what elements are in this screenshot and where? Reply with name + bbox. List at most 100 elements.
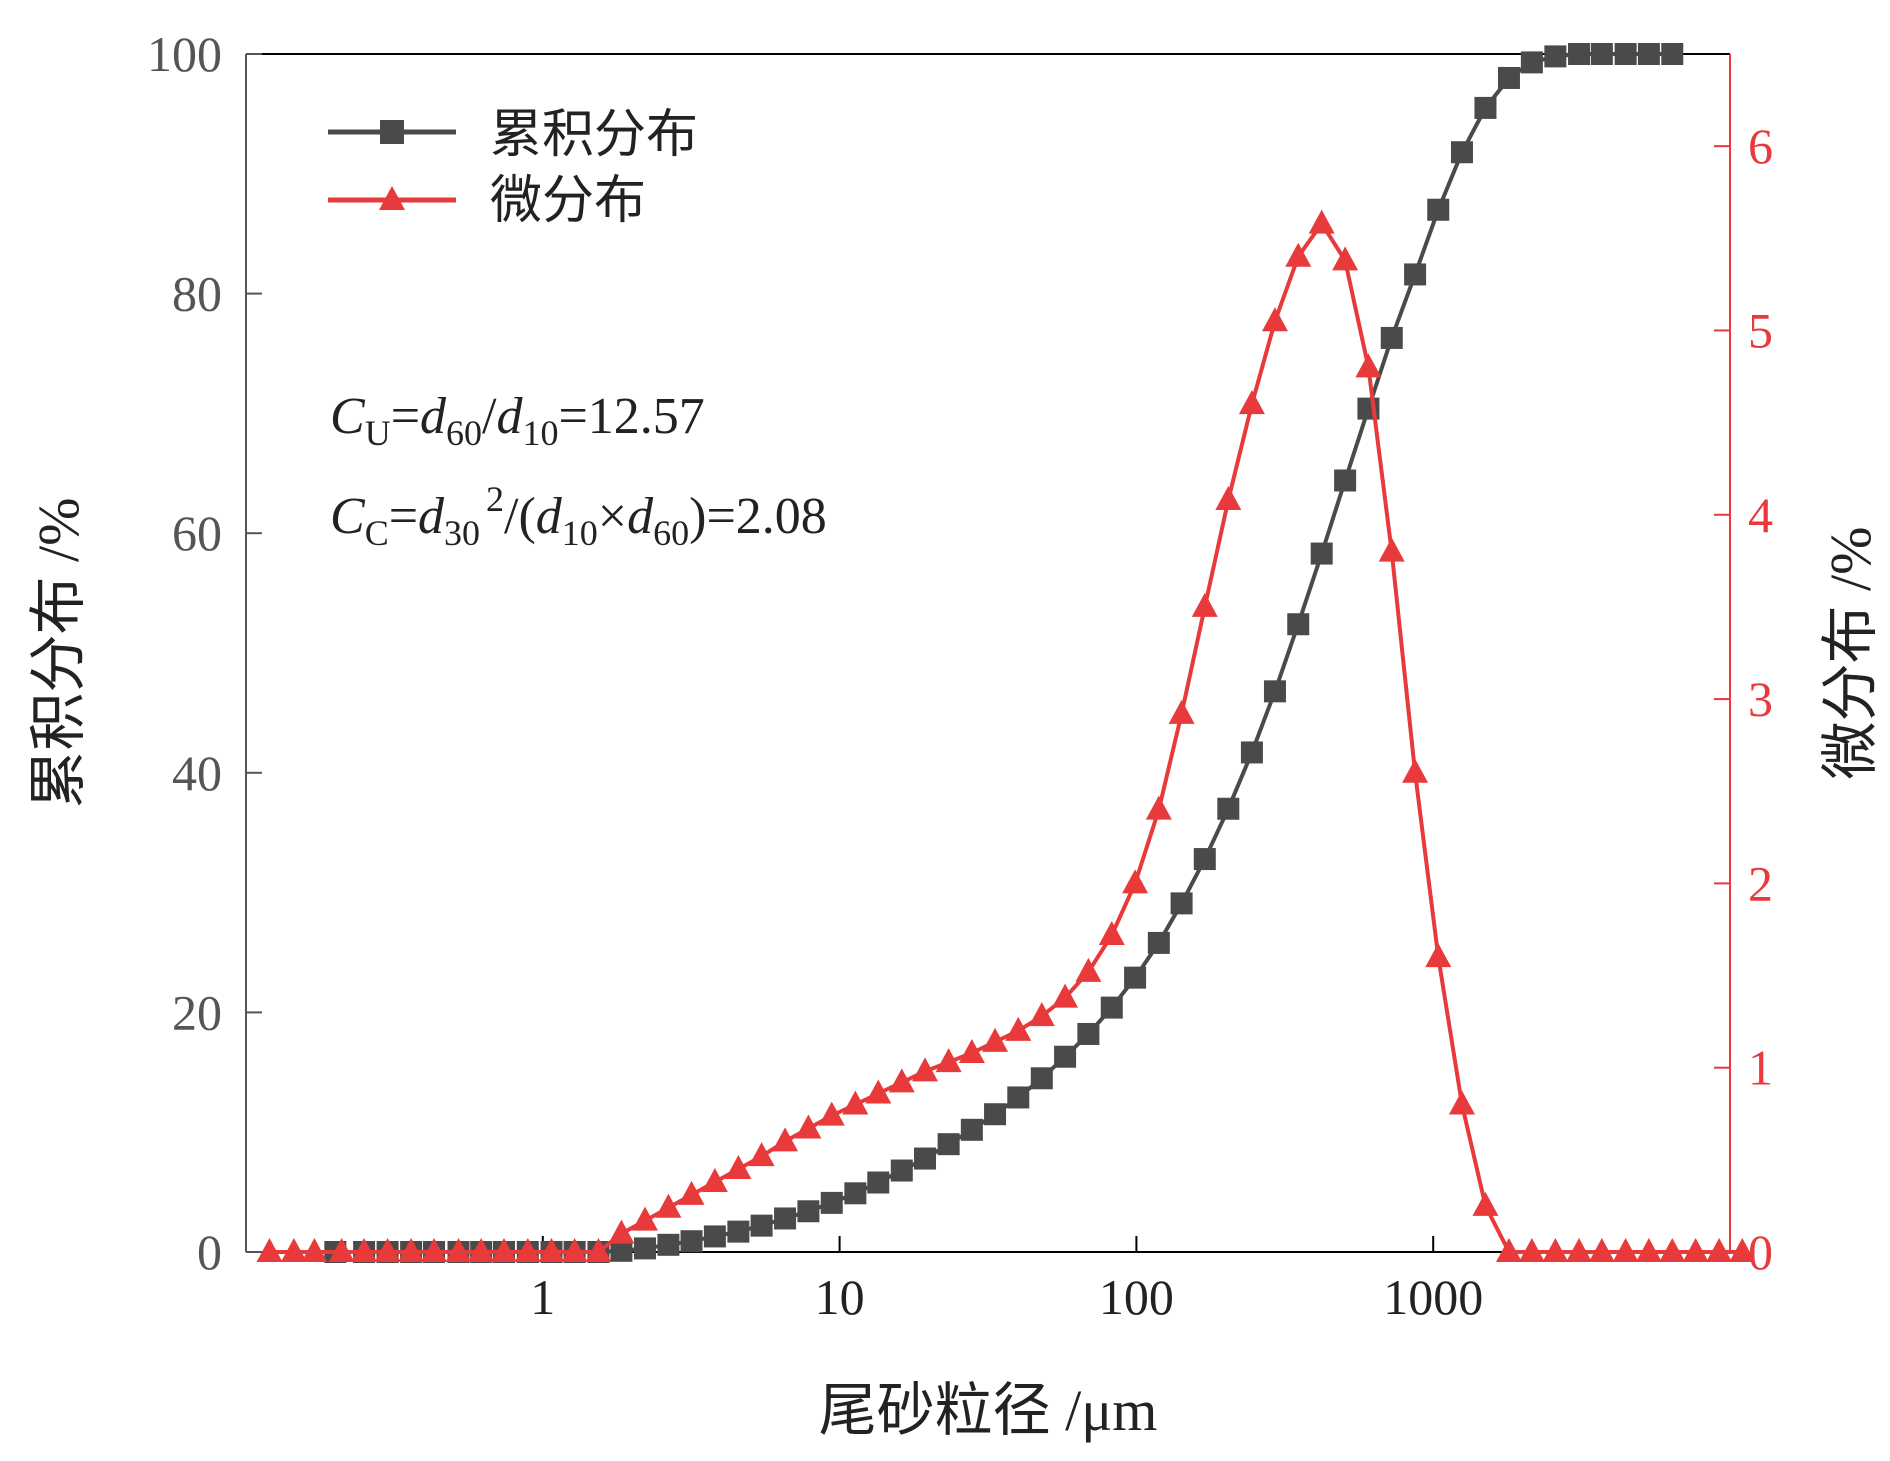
- data-point-differential: [1098, 920, 1125, 945]
- x-tick-label: 100: [1099, 1269, 1174, 1325]
- data-point-cumulative: [1310, 542, 1333, 565]
- data-point-cumulative: [1520, 51, 1543, 74]
- data-point-cumulative: [1427, 198, 1450, 221]
- data-point-cumulative: [797, 1200, 820, 1223]
- data-point-cumulative: [680, 1230, 703, 1253]
- data-point-cumulative: [1380, 326, 1403, 349]
- data-point-differential: [1122, 869, 1149, 894]
- data-point-differential: [982, 1027, 1009, 1052]
- data-point-differential: [1308, 209, 1335, 234]
- data-point-cumulative: [634, 1237, 657, 1260]
- x-axis-label: 尾砂粒径 /μm: [819, 1378, 1158, 1443]
- data-point-cumulative: [1193, 848, 1216, 871]
- data-point-cumulative: [914, 1147, 937, 1170]
- data-point-differential: [1332, 246, 1359, 271]
- legend-label-cumulative: 累积分布: [490, 107, 698, 164]
- left-y-tick-label: 100: [147, 26, 222, 82]
- data-point-differential: [468, 1238, 495, 1262]
- data-point-differential: [1005, 1016, 1032, 1041]
- right-y-tick-label: 4: [1748, 487, 1773, 543]
- data-point-differential: [490, 1238, 517, 1262]
- x-axis-ticks: 1 10 100 1000: [530, 1236, 1483, 1325]
- data-point-cumulative: [1544, 45, 1567, 68]
- data-point-differential: [912, 1057, 939, 1082]
- data-point-differential: [1191, 592, 1218, 617]
- data-point-differential: [1028, 1002, 1055, 1027]
- data-point-differential: [678, 1180, 705, 1205]
- data-point-cumulative: [1077, 1022, 1100, 1045]
- data-point-differential: [1052, 983, 1079, 1008]
- data-point-differential: [655, 1193, 682, 1218]
- data-point-differential: [1261, 307, 1288, 332]
- data-point-cumulative: [960, 1118, 983, 1141]
- data-point-cumulative: [937, 1133, 960, 1156]
- data-point-cumulative: [1100, 996, 1123, 1019]
- series-layer: [256, 43, 1756, 1263]
- data-point-differential: [1075, 957, 1102, 982]
- legend-item-cumulative: 累积分布: [328, 107, 698, 164]
- left-y-tick-label: 20: [172, 984, 222, 1040]
- left-y-tick-label: 80: [172, 266, 222, 322]
- legend-triangle-marker: [379, 186, 405, 210]
- data-point-differential: [1682, 1238, 1709, 1262]
- right-y-tick-label: 0: [1748, 1224, 1773, 1280]
- data-point-cumulative: [1450, 141, 1473, 164]
- data-point-differential: [1168, 699, 1195, 724]
- data-point-cumulative: [1404, 263, 1427, 286]
- cu-annotation: CU=d60/d10=12.57: [330, 388, 705, 453]
- data-point-differential: [280, 1238, 307, 1262]
- data-point-cumulative: [1124, 966, 1147, 989]
- data-point-differential: [1542, 1238, 1569, 1262]
- data-point-differential: [445, 1238, 472, 1262]
- data-point-differential: [818, 1101, 845, 1126]
- data-point-cumulative: [1497, 66, 1520, 89]
- right-y-tick-label: 6: [1748, 118, 1773, 174]
- legend-label-differential: 微分布: [490, 173, 646, 230]
- data-point-cumulative: [984, 1103, 1007, 1126]
- data-point-differential: [1285, 242, 1312, 267]
- data-point-differential: [538, 1238, 565, 1262]
- data-point-cumulative: [1263, 680, 1286, 703]
- data-point-differential: [374, 1238, 401, 1262]
- cc-annotation: CC=d302/(d10×d60)=2.08: [330, 479, 827, 553]
- data-point-cumulative: [1217, 797, 1240, 820]
- data-point-differential: [328, 1238, 355, 1262]
- left-y-tick-label: 0: [197, 1224, 222, 1280]
- data-point-cumulative: [820, 1191, 843, 1214]
- data-point-differential: [632, 1206, 659, 1231]
- legend-square-marker: [380, 120, 404, 144]
- data-point-cumulative: [1170, 892, 1193, 915]
- data-point-cumulative: [610, 1239, 633, 1262]
- data-point-differential: [1588, 1238, 1615, 1262]
- data-point-differential: [256, 1238, 283, 1262]
- data-point-cumulative: [890, 1159, 913, 1182]
- data-point-differential: [1472, 1191, 1499, 1216]
- data-point-differential: [301, 1238, 328, 1262]
- data-point-differential: [1402, 758, 1429, 783]
- data-point-cumulative: [1614, 43, 1637, 65]
- data-point-differential: [958, 1038, 985, 1063]
- data-point-cumulative: [1334, 469, 1357, 492]
- data-point-differential: [1635, 1238, 1662, 1262]
- data-point-cumulative: [1007, 1086, 1030, 1109]
- data-point-differential: [398, 1238, 425, 1262]
- data-point-differential: [725, 1155, 752, 1180]
- data-point-cumulative: [1054, 1045, 1077, 1068]
- data-point-differential: [421, 1238, 448, 1262]
- right-y-axis-label: 微分布 /%: [1818, 527, 1883, 780]
- data-point-differential: [1448, 1090, 1475, 1115]
- x-tick-label: 10: [815, 1269, 865, 1325]
- data-point-differential: [514, 1238, 541, 1262]
- data-point-cumulative: [1287, 613, 1310, 636]
- data-point-differential: [608, 1219, 635, 1244]
- data-point-cumulative: [727, 1220, 750, 1243]
- data-point-differential: [1378, 537, 1405, 562]
- right-y-tick-label: 2: [1748, 855, 1773, 911]
- data-point-cumulative: [703, 1225, 726, 1248]
- data-point-cumulative: [750, 1214, 773, 1237]
- data-point-cumulative: [1661, 43, 1684, 65]
- data-point-cumulative: [1030, 1067, 1053, 1090]
- data-point-differential: [795, 1114, 822, 1139]
- x-tick-label: 1: [530, 1269, 555, 1325]
